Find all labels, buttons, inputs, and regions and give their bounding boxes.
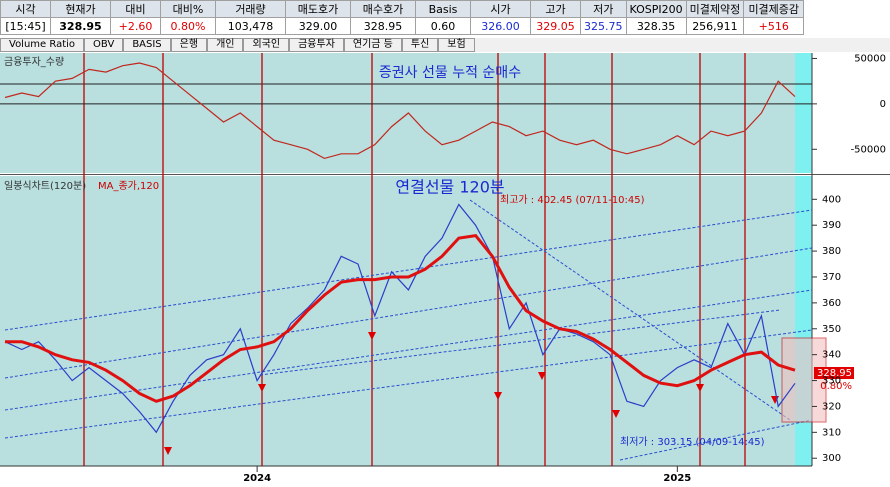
y-tick-label: 370 [822,272,841,283]
y-tick-label: -50000 [851,144,886,155]
panel-title: 증권사 선물 누적 순매수 [379,65,521,81]
tab[interactable]: 투신 [401,38,439,52]
future-area [795,176,812,466]
last-price: 328.95 [817,368,852,379]
header-cell: 대비% [160,0,216,18]
value-cell: 325.75 [580,17,627,35]
y-tick-label: 330 [822,376,841,387]
header-cell: 저가 [580,0,627,18]
tab[interactable]: OBV [84,38,124,52]
panel-label: 금융투자_수량 [4,56,64,68]
y-tick-label: 50000 [854,53,886,64]
panel-label: 일봉식차트(120분) [4,180,86,192]
value-cell: 328.95 [350,17,416,35]
price-bg [0,176,812,466]
tab[interactable]: 개인 [207,38,244,52]
y-tick-label: 390 [822,220,841,231]
header-cell: 시가 [470,0,531,18]
last-change: 0.80% [820,381,852,392]
value-cell: 329.05 [530,17,581,35]
panel-title: 연결선물 120분 [395,178,504,197]
tab-bar: Volume Ratio OBV BASIS 은행 개인 외국인 금융투자 연기금 등 투신 보험 [0,38,890,52]
flow-bg [0,53,812,173]
high-note: 최고가 : 402.45 (07/11-10:45) [500,194,645,206]
x-tick-label: 2024 [243,473,271,484]
value-cell: 0.60 [415,17,471,35]
y-tick-label: 310 [822,427,841,438]
header-cell: 현재가 [50,0,111,18]
trend-lines [4,199,813,461]
header-cell: KOSPI200 [625,0,687,18]
arrows [164,332,779,455]
y-tick-label: 320 [822,401,841,412]
y-tick-label: 400 [822,194,841,205]
ma-label: MA_종가,120 [98,180,159,192]
low-note: 최저가 : 303.15 (04/09-14:45) [620,436,765,448]
value-cell: 103,478 [215,17,286,35]
y-tick-label: 340 [822,350,841,361]
value-cell: 328.95 [50,17,111,35]
y-tick-label: 380 [822,246,841,257]
price-line [4,203,796,434]
net-buy-line [4,62,796,160]
x-tick-label: 2025 [663,473,691,484]
value-cell: 0.80% [160,17,216,35]
header-cell: 시각 [0,0,51,18]
future-area [795,53,812,173]
ma-line [5,233,796,403]
y-tick-label: 300 [822,453,841,464]
tab[interactable]: 연기금 등 [343,38,402,52]
header-cell: 매수호가 [350,0,416,18]
y-tick-label: 360 [822,298,841,309]
value-cell: [15:45] [0,17,51,35]
tab[interactable]: 보험 [438,38,475,52]
value-cell: 328.35 [625,17,687,35]
y-tick-label: 0 [880,99,886,110]
header-cell: Basis [415,0,471,18]
price-tag [814,367,854,379]
header-cell: 대비 [110,0,161,18]
value-cell: 326.00 [470,17,531,35]
header-cell: 거래량 [215,0,286,18]
quote-table: 시각 현재가 대비 대비% 거래량 매도호가 매수호가 Basis 시가 고가 저가 KOSPI200… [0,0,805,35]
value-cell: +2.60 [110,17,161,35]
period-lines [83,53,746,466]
tab[interactable]: 은행 [170,38,208,52]
tab[interactable]: 외국인 [243,38,290,52]
header-cell: 미결제증감 [743,0,805,18]
header-cell: 고가 [530,0,581,18]
header-cell: 미결제약정 [685,0,745,18]
value-cell: +516 [743,17,805,35]
value-cell: 256,911 [685,17,745,35]
value-cell: 329.00 [285,17,351,35]
header-cell: 매도호가 [285,0,351,18]
axis-bg [812,53,890,487]
tab[interactable]: Volume Ratio [0,38,85,52]
y-tick-label: 350 [822,324,841,335]
tab[interactable]: BASIS [123,38,171,52]
target-box [781,337,827,423]
tab[interactable]: 금융투자 [289,38,344,52]
